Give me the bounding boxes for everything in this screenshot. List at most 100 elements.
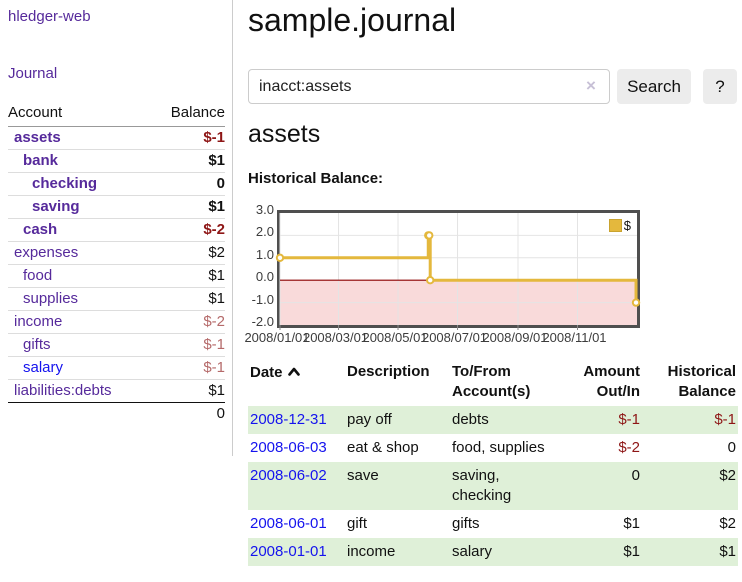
sidebar-item-journal[interactable]: Journal [8, 65, 58, 82]
transaction-description: income [347, 543, 396, 560]
account-balance: $1 [150, 287, 225, 311]
account-row-assets: assets $-1 [8, 127, 225, 150]
account-heading: assets [248, 120, 321, 148]
amount-column-header: Amount Out/In [583, 363, 640, 400]
clear-search-icon[interactable]: × [586, 76, 596, 95]
transaction-description: gift [347, 515, 368, 532]
x-axis-tick-label: 2008/11/01 [542, 330, 607, 345]
balance-column-header: Historical Balance [667, 363, 736, 400]
account-link-supplies[interactable]: supplies [23, 290, 79, 307]
account-row-saving: saving $1 [8, 195, 225, 219]
x-axis-tick-label: 2008/05/01 [362, 330, 428, 345]
transaction-balance: $-1 [714, 411, 736, 428]
transaction-date-link[interactable]: 2008-12-31 [250, 411, 327, 428]
transaction-account: debts [452, 411, 489, 428]
account-balance: $-1 [150, 356, 225, 380]
legend-swatch-icon [608, 219, 622, 232]
transaction-balance: 0 [727, 439, 736, 456]
y-axis-tick-label: 3.0 [255, 202, 274, 217]
transaction-description: pay off [347, 411, 392, 428]
historical-balance-chart: $ 3.0 2.0 1.0 0.0 -1.0 -2.0 2008/01/01 2008/03/… [244, 202, 668, 348]
account-link-assets[interactable]: assets [14, 129, 61, 146]
date-column-header[interactable]: Date [248, 358, 345, 406]
page-title: sample.journal [248, 2, 457, 38]
transaction-row: 2008-12-31 pay off debts $-1 $-1 [248, 406, 738, 434]
account-row-bank: bank $1 [8, 149, 225, 173]
search-bar: × Search ? [248, 69, 738, 104]
sidebar: hledger-web Journal Account Balance asse… [0, 0, 233, 456]
transaction-date-link[interactable]: 2008-06-03 [250, 439, 327, 456]
account-row-checking: checking 0 [8, 172, 225, 196]
transaction-account: saving, checking [452, 467, 512, 504]
search-button[interactable]: Search [617, 69, 691, 104]
account-row-food: food $1 [8, 264, 225, 288]
app-title-link[interactable]: hledger-web [8, 8, 91, 25]
account-link-checking[interactable]: checking [32, 175, 98, 192]
chart-plot-area[interactable]: $ [275, 210, 641, 330]
account-link-expenses[interactable]: expenses [14, 244, 79, 261]
transaction-description: save [347, 467, 379, 484]
chart-title: Historical Balance: [248, 170, 384, 187]
transaction-description: eat & shop [347, 439, 419, 456]
transaction-row: 2008-01-01 income salary $1 $1 [248, 538, 738, 566]
transaction-amount: $1 [623, 543, 640, 560]
register-table-header: Date Description To/From Account(s) Amou… [248, 358, 738, 406]
account-balance: $2 [150, 241, 225, 265]
chart-legend: $ [608, 218, 631, 233]
account-link-liabilities-debts[interactable]: liabilities:debts [14, 382, 112, 399]
transaction-date-link[interactable]: 2008-01-01 [250, 543, 327, 560]
transaction-account: salary [452, 543, 493, 560]
legend-label: $ [623, 218, 631, 233]
account-balance: $-2 [150, 310, 225, 334]
account-balance: $-2 [150, 218, 225, 242]
account-link-gifts[interactable]: gifts [23, 336, 51, 353]
transaction-row: 2008-06-02 save saving, checking 0 $2 [248, 462, 738, 510]
transaction-account: gifts [452, 515, 480, 532]
account-row-income: income $-2 [8, 310, 225, 334]
transaction-balance: $2 [719, 515, 736, 532]
account-column-header: To/From Account(s) [452, 363, 531, 400]
sort-ascending-icon [287, 362, 300, 382]
x-axis-tick-label: 2008/07/01 [421, 330, 488, 345]
transaction-amount: $-2 [618, 439, 640, 456]
account-balance: $1 [150, 149, 225, 173]
data-point-marker [426, 275, 435, 285]
accounts-total-value: 0 [150, 402, 225, 425]
transaction-balance: $1 [719, 543, 736, 560]
transaction-row: 2008-06-01 gift gifts $1 $2 [248, 510, 738, 538]
chart-canvas [275, 213, 641, 330]
register-table: Date Description To/From Account(s) Amou… [248, 358, 738, 566]
date-header-label: Date [250, 364, 283, 381]
search-input[interactable] [248, 69, 610, 104]
data-point-marker [425, 231, 434, 240]
y-axis-tick-label: 2.0 [255, 224, 274, 240]
help-button[interactable]: ? [703, 69, 737, 104]
y-axis-tick-label: 1.0 [255, 246, 274, 262]
account-link-income[interactable]: income [14, 313, 63, 330]
y-axis-tick-label: -1.0 [251, 291, 274, 307]
account-row-supplies: supplies $1 [8, 287, 225, 311]
account-balance: $1 [150, 264, 225, 288]
accounts-balance-table: Account Balance assets $-1 bank $1 check… [8, 101, 225, 425]
account-link-bank[interactable]: bank [23, 152, 59, 169]
transaction-account: food, supplies [452, 439, 545, 456]
account-link-saving[interactable]: saving [32, 198, 80, 215]
y-axis-tick-label: -2.0 [251, 314, 274, 329]
transaction-date-link[interactable]: 2008-06-01 [250, 515, 327, 532]
account-link-salary[interactable]: salary [23, 359, 64, 376]
main-content: sample.journal × Search ? assets Histori… [244, 0, 742, 566]
transaction-balance: $2 [719, 467, 736, 484]
account-row-cash: cash $-2 [8, 218, 225, 242]
accounts-total-row: 0 [8, 402, 225, 425]
transaction-date-link[interactable]: 2008-06-02 [250, 467, 327, 484]
transaction-amount: 0 [631, 467, 640, 484]
x-axis-tick-label: 2008/03/01 [302, 330, 369, 345]
account-link-food[interactable]: food [23, 267, 53, 284]
account-link-cash[interactable]: cash [23, 221, 58, 238]
account-balance: $1 [150, 379, 225, 403]
data-point-marker [275, 253, 285, 262]
account-balance: $-1 [203, 129, 225, 146]
account-row-salary: salary $-1 [8, 356, 225, 380]
transaction-row: 2008-06-03 eat & shop food, supplies $-2… [248, 434, 738, 462]
